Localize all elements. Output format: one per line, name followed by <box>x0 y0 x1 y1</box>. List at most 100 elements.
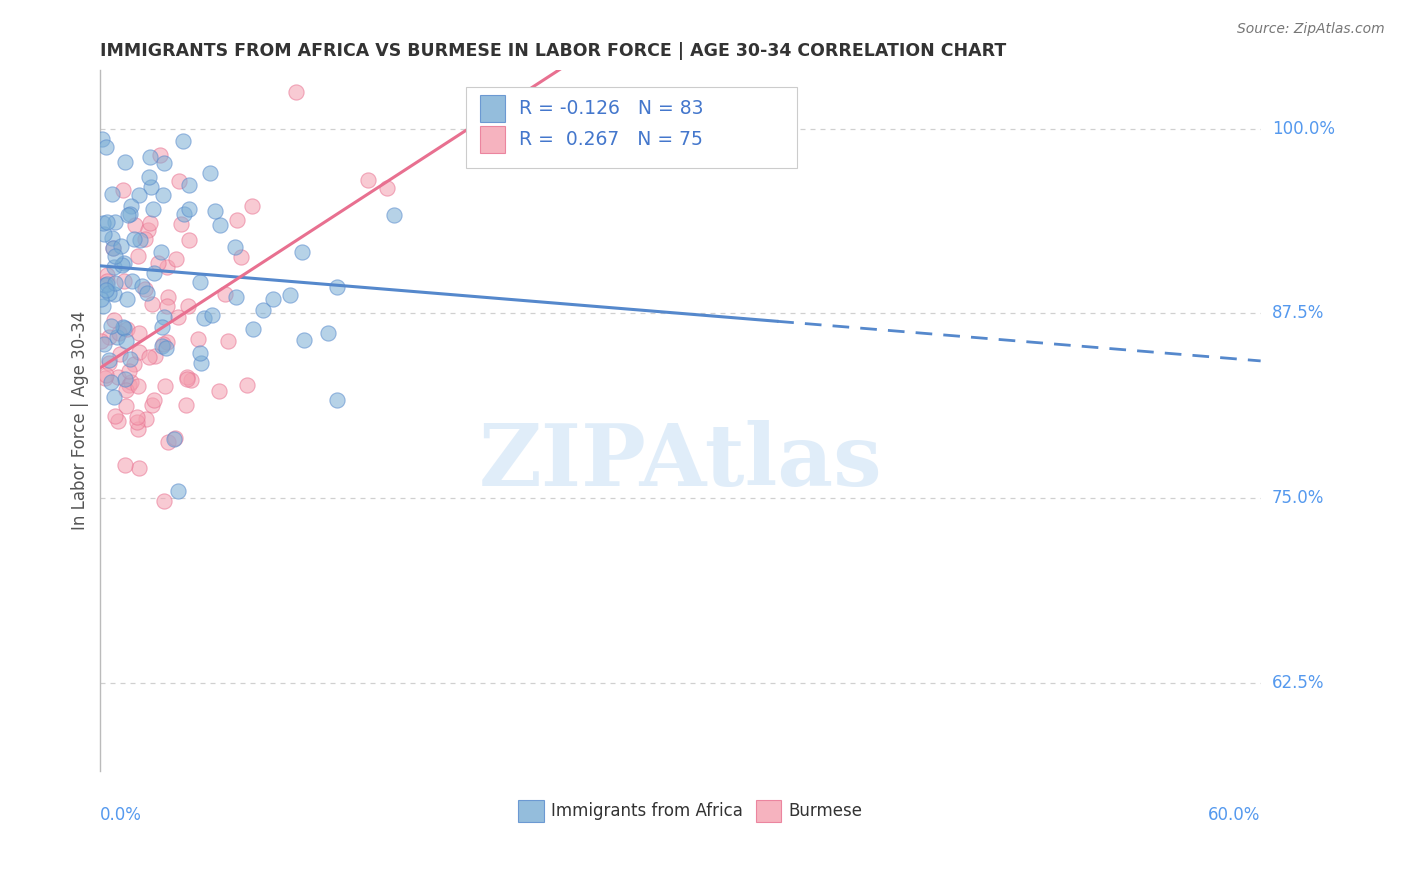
Point <box>112 321 135 335</box>
Point <box>291 244 314 259</box>
Point <box>193 310 215 325</box>
Point <box>146 256 169 270</box>
Point <box>135 412 157 426</box>
Point <box>90 132 112 146</box>
Point <box>136 223 159 237</box>
Point <box>127 378 149 392</box>
Point <box>149 148 172 162</box>
Point <box>142 392 165 407</box>
Point <box>108 326 131 340</box>
Point <box>142 266 165 280</box>
Point <box>114 372 136 386</box>
Point <box>165 252 187 266</box>
Point <box>172 134 194 148</box>
Point <box>112 256 135 270</box>
Point <box>114 384 136 398</box>
Point <box>201 308 224 322</box>
Point <box>108 346 131 360</box>
Point <box>170 218 193 232</box>
Point <box>292 333 315 347</box>
Point <box>100 375 122 389</box>
Point <box>93 227 115 242</box>
Point <box>167 484 190 499</box>
Point <box>225 290 247 304</box>
Point <box>176 370 198 384</box>
Point <box>326 280 349 294</box>
Point <box>141 398 163 412</box>
Point <box>93 336 115 351</box>
Point <box>150 245 173 260</box>
Point <box>112 183 135 197</box>
Point <box>101 241 124 255</box>
Point <box>104 409 127 423</box>
Point <box>262 292 284 306</box>
Point <box>150 339 173 353</box>
Point <box>152 337 174 351</box>
Point <box>103 241 125 255</box>
Text: 0.0%: 0.0% <box>100 806 142 824</box>
Point <box>122 232 145 246</box>
Point <box>134 282 156 296</box>
Text: 87.5%: 87.5% <box>1272 304 1324 322</box>
Point <box>93 299 115 313</box>
Point <box>208 218 231 232</box>
Point <box>127 249 149 263</box>
Point <box>127 422 149 436</box>
Point <box>91 216 114 230</box>
Point <box>278 288 301 302</box>
Point <box>117 208 139 222</box>
Point <box>176 398 198 412</box>
Point <box>152 156 174 170</box>
Point <box>382 208 405 222</box>
Point <box>318 326 340 340</box>
Point <box>94 140 117 154</box>
Point <box>242 322 264 336</box>
Text: IMMIGRANTS FROM AFRICA VS BURMESE IN LABOR FORCE | AGE 30-34 CORRELATION CHART: IMMIGRANTS FROM AFRICA VS BURMESE IN LAB… <box>100 42 1007 60</box>
Point <box>114 458 136 472</box>
Point <box>139 151 162 165</box>
Point <box>90 292 112 306</box>
Text: 60.0%: 60.0% <box>1208 806 1261 824</box>
FancyBboxPatch shape <box>479 127 505 153</box>
Point <box>120 207 142 221</box>
Point <box>236 378 259 392</box>
Point <box>156 260 179 274</box>
Text: R =  0.267   N = 75: R = 0.267 N = 75 <box>519 130 703 149</box>
Point <box>118 364 141 378</box>
Point <box>114 334 136 348</box>
Point <box>98 285 121 300</box>
Point <box>111 258 134 272</box>
Point <box>101 231 124 245</box>
Point <box>165 431 187 445</box>
Point <box>152 188 174 202</box>
Point <box>156 299 179 313</box>
Point <box>134 232 156 246</box>
Point <box>155 334 177 349</box>
Text: Immigrants from Africa: Immigrants from Africa <box>551 802 742 820</box>
Text: 100.0%: 100.0% <box>1272 120 1334 137</box>
Point <box>231 251 253 265</box>
Point <box>107 369 129 384</box>
Point <box>284 86 307 100</box>
Point <box>96 277 118 292</box>
Point <box>143 349 166 363</box>
Point <box>204 204 226 219</box>
Point <box>100 319 122 334</box>
Point <box>93 371 115 385</box>
Point <box>128 326 150 341</box>
Point <box>139 179 162 194</box>
Point <box>156 289 179 303</box>
Point <box>104 277 127 291</box>
Point <box>357 173 380 187</box>
Point <box>120 351 142 366</box>
Point <box>96 268 118 282</box>
Point <box>224 240 246 254</box>
FancyBboxPatch shape <box>517 800 544 822</box>
Point <box>138 350 160 364</box>
Point <box>96 274 118 288</box>
Point <box>115 292 138 306</box>
FancyBboxPatch shape <box>756 800 782 822</box>
Point <box>104 249 127 263</box>
Point <box>218 334 240 348</box>
Point <box>120 375 142 389</box>
